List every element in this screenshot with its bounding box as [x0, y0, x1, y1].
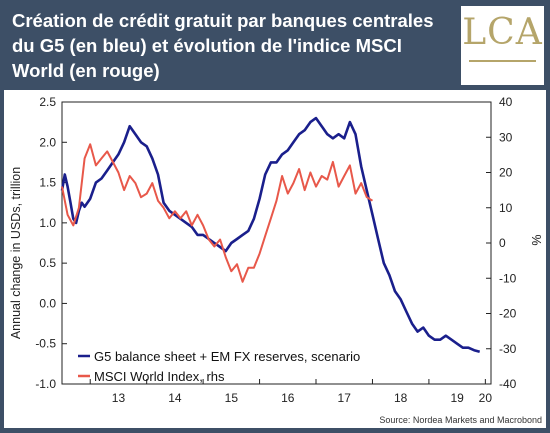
x-tick-label: 16	[281, 391, 295, 405]
series-line-msci	[61, 143, 374, 283]
title-line-2: du G5 (en bleu) et évolution de l'indice…	[12, 35, 402, 56]
y-axis-label-left: Annual change in USDs, trillion	[9, 167, 23, 339]
y-tick-label-right: -10	[499, 271, 517, 285]
y-tick-label-left: 2.0	[39, 135, 56, 149]
logo-text: LCA	[462, 12, 543, 53]
page-title: Création de crédit gratuit par banques c…	[12, 8, 452, 83]
y-axis-label-right: %	[529, 234, 543, 245]
x-tick-label: 19	[450, 391, 464, 405]
x-tick-label: 20	[479, 391, 493, 405]
axes: 2.5 2.0 1.5 1.0 0.5 0.0 -0.5 -1.0 40 30 20 10 0 -10 -2…	[35, 95, 516, 405]
legend-label: MSCI World Index, rhs	[94, 369, 225, 384]
y-tick-label-left: 2.5	[39, 95, 56, 109]
x-tick-label: 18	[394, 391, 408, 405]
chart-svg: 2.5 2.0 1.5 1.0 0.5 0.0 -0.5 -1.0 40 30 20 10 0 -10 -2…	[9, 95, 543, 425]
source-note: Source: Nordea Markets and Macrobond	[379, 415, 542, 425]
x-tick-label: 14	[168, 391, 182, 405]
y-tick-label-left: 1.5	[39, 176, 56, 190]
y-tick-label-right: 20	[499, 166, 513, 180]
series-lines	[60, 116, 481, 354]
header: Création de crédit gratuit par banques c…	[0, 0, 550, 90]
y-tick-label-left: 1.0	[39, 216, 56, 230]
lca-logo: LCA	[461, 6, 544, 85]
y-tick-label-right: 10	[499, 201, 513, 215]
logo-underline	[469, 60, 536, 62]
y-tick-label-right: -20	[499, 307, 517, 321]
legend: G5 balance sheet + EM FX reserves, scena…	[78, 349, 360, 384]
legend-label: G5 balance sheet + EM FX reserves, scena…	[94, 349, 360, 364]
x-tick-label: 13	[112, 391, 126, 405]
plot-frame	[61, 101, 492, 385]
y-tick-label-right: 0	[499, 236, 506, 250]
title-line-3: World (en rouge)	[12, 60, 160, 81]
y-tick-label-left: -1.0	[35, 377, 56, 391]
y-tick-label-right: -30	[499, 342, 517, 356]
series-line-g5	[60, 116, 481, 354]
y-tick-label-right: 30	[499, 130, 513, 144]
y-tick-label-left: 0.0	[39, 296, 56, 310]
title-line-1: Création de crédit gratuit par banques c…	[12, 10, 434, 31]
y-tick-label-left: 0.5	[39, 256, 56, 270]
y-tick-label-left: -0.5	[35, 337, 56, 351]
chart-panel: 2.5 2.0 1.5 1.0 0.5 0.0 -0.5 -1.0 40 30 20 10 0 -10 -2…	[4, 90, 546, 428]
x-tick-label: 15	[225, 391, 239, 405]
y-tick-label-right: 40	[499, 95, 513, 109]
x-tick-label: 17	[338, 391, 352, 405]
y-tick-label-right: -40	[499, 377, 517, 391]
